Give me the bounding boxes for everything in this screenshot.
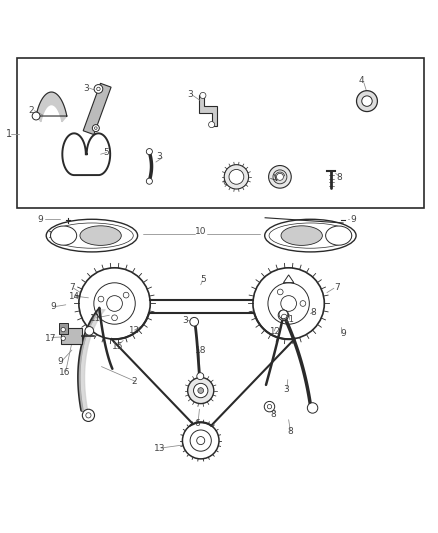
Text: 17: 17 <box>45 334 57 343</box>
Text: 7: 7 <box>334 283 339 292</box>
Text: 11: 11 <box>283 315 294 324</box>
Text: 12: 12 <box>127 326 138 335</box>
Text: 8: 8 <box>311 308 316 317</box>
Bar <box>17 58 424 208</box>
Text: 9: 9 <box>50 302 56 311</box>
Ellipse shape <box>50 226 77 245</box>
Circle shape <box>92 125 99 132</box>
Circle shape <box>190 318 198 326</box>
Circle shape <box>194 383 208 398</box>
Text: 2: 2 <box>28 106 34 115</box>
Text: 13: 13 <box>154 444 165 453</box>
Text: 9: 9 <box>341 329 346 338</box>
Text: 1: 1 <box>6 129 12 139</box>
Circle shape <box>82 409 95 422</box>
Polygon shape <box>36 92 67 122</box>
Text: 8: 8 <box>287 427 293 437</box>
Text: 18: 18 <box>194 345 206 354</box>
Text: 3: 3 <box>83 84 89 93</box>
Text: 6: 6 <box>223 178 228 187</box>
Text: 2: 2 <box>131 377 137 386</box>
Text: 11: 11 <box>89 314 100 323</box>
Polygon shape <box>83 83 111 135</box>
Circle shape <box>273 170 287 184</box>
Circle shape <box>146 178 152 184</box>
Circle shape <box>61 327 65 332</box>
Text: 7: 7 <box>69 283 74 292</box>
Text: 5: 5 <box>200 275 206 284</box>
Text: 3: 3 <box>283 385 289 394</box>
Polygon shape <box>199 95 217 126</box>
Circle shape <box>208 122 215 128</box>
Circle shape <box>146 149 152 155</box>
Ellipse shape <box>46 219 138 252</box>
Ellipse shape <box>325 226 352 245</box>
Circle shape <box>198 387 204 393</box>
Circle shape <box>187 377 214 403</box>
Text: 14: 14 <box>336 231 347 240</box>
Text: 7: 7 <box>268 178 274 187</box>
Ellipse shape <box>265 219 356 252</box>
Text: 8: 8 <box>270 410 276 419</box>
Text: 14: 14 <box>47 231 58 240</box>
Text: 9: 9 <box>38 215 43 224</box>
Circle shape <box>268 166 291 188</box>
Circle shape <box>61 336 65 341</box>
Text: 4: 4 <box>358 76 364 85</box>
Circle shape <box>276 173 283 180</box>
Circle shape <box>200 92 206 99</box>
Circle shape <box>278 310 289 320</box>
Circle shape <box>357 91 378 111</box>
Circle shape <box>197 373 204 379</box>
Text: 16: 16 <box>59 368 71 377</box>
Text: 8: 8 <box>336 173 342 182</box>
Text: 15: 15 <box>113 342 124 351</box>
Circle shape <box>307 403 318 413</box>
Text: 9: 9 <box>350 215 356 224</box>
Circle shape <box>362 96 372 107</box>
Circle shape <box>85 327 94 335</box>
Text: 3: 3 <box>183 317 188 326</box>
Text: 5: 5 <box>103 148 109 157</box>
Text: 6: 6 <box>194 419 200 427</box>
Circle shape <box>94 85 103 93</box>
Text: 10: 10 <box>195 227 206 236</box>
Ellipse shape <box>281 226 322 245</box>
Text: 9: 9 <box>57 357 63 366</box>
Circle shape <box>279 310 288 319</box>
Circle shape <box>264 401 275 412</box>
Circle shape <box>224 165 249 189</box>
Text: 12: 12 <box>269 327 280 336</box>
Circle shape <box>229 169 244 184</box>
Text: 3: 3 <box>187 90 193 99</box>
Bar <box>61 328 82 344</box>
Text: 3: 3 <box>157 152 162 161</box>
Ellipse shape <box>80 226 121 245</box>
Text: 14: 14 <box>67 292 78 301</box>
Circle shape <box>32 112 40 120</box>
Bar <box>59 323 67 334</box>
